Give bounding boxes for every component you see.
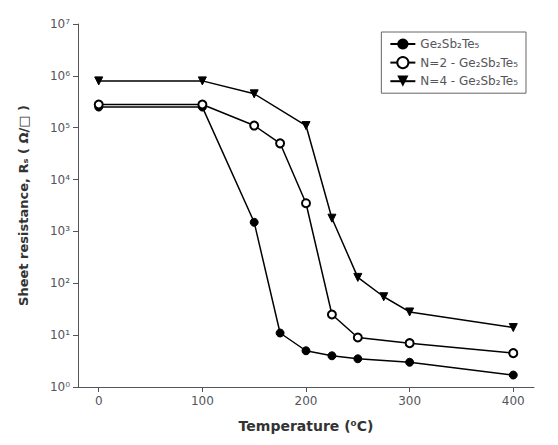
svg-text:10⁴: 10⁴ [50, 173, 70, 187]
svg-text:N=2 - Ge₂Sb₂Te₅: N=2 - Ge₂Sb₂Te₅ [420, 56, 518, 70]
svg-text:10³: 10³ [50, 224, 70, 238]
svg-text:10²: 10² [50, 276, 70, 290]
svg-text:10⁵: 10⁵ [50, 121, 70, 135]
svg-text:10⁰: 10⁰ [50, 380, 70, 394]
svg-text:10⁷: 10⁷ [50, 17, 70, 31]
svg-text:300: 300 [398, 394, 421, 408]
svg-text:0: 0 [95, 394, 103, 408]
svg-text:100: 100 [191, 394, 214, 408]
svg-text:Temperature (⁰C): Temperature (⁰C) [239, 418, 374, 434]
svg-text:Sheet resistance, Rₛ ( Ω/□ ): Sheet resistance, Rₛ ( Ω/□ ) [16, 105, 31, 306]
svg-text:10⁶: 10⁶ [50, 69, 70, 83]
svg-text:200: 200 [295, 394, 318, 408]
svg-text:400: 400 [502, 394, 525, 408]
svg-text:N=4 - Ge₂Sb₂Te₅: N=4 - Ge₂Sb₂Te₅ [420, 74, 518, 88]
svg-text:Ge₂Sb₂Te₅: Ge₂Sb₂Te₅ [420, 37, 479, 51]
svg-text:10¹: 10¹ [50, 328, 70, 342]
